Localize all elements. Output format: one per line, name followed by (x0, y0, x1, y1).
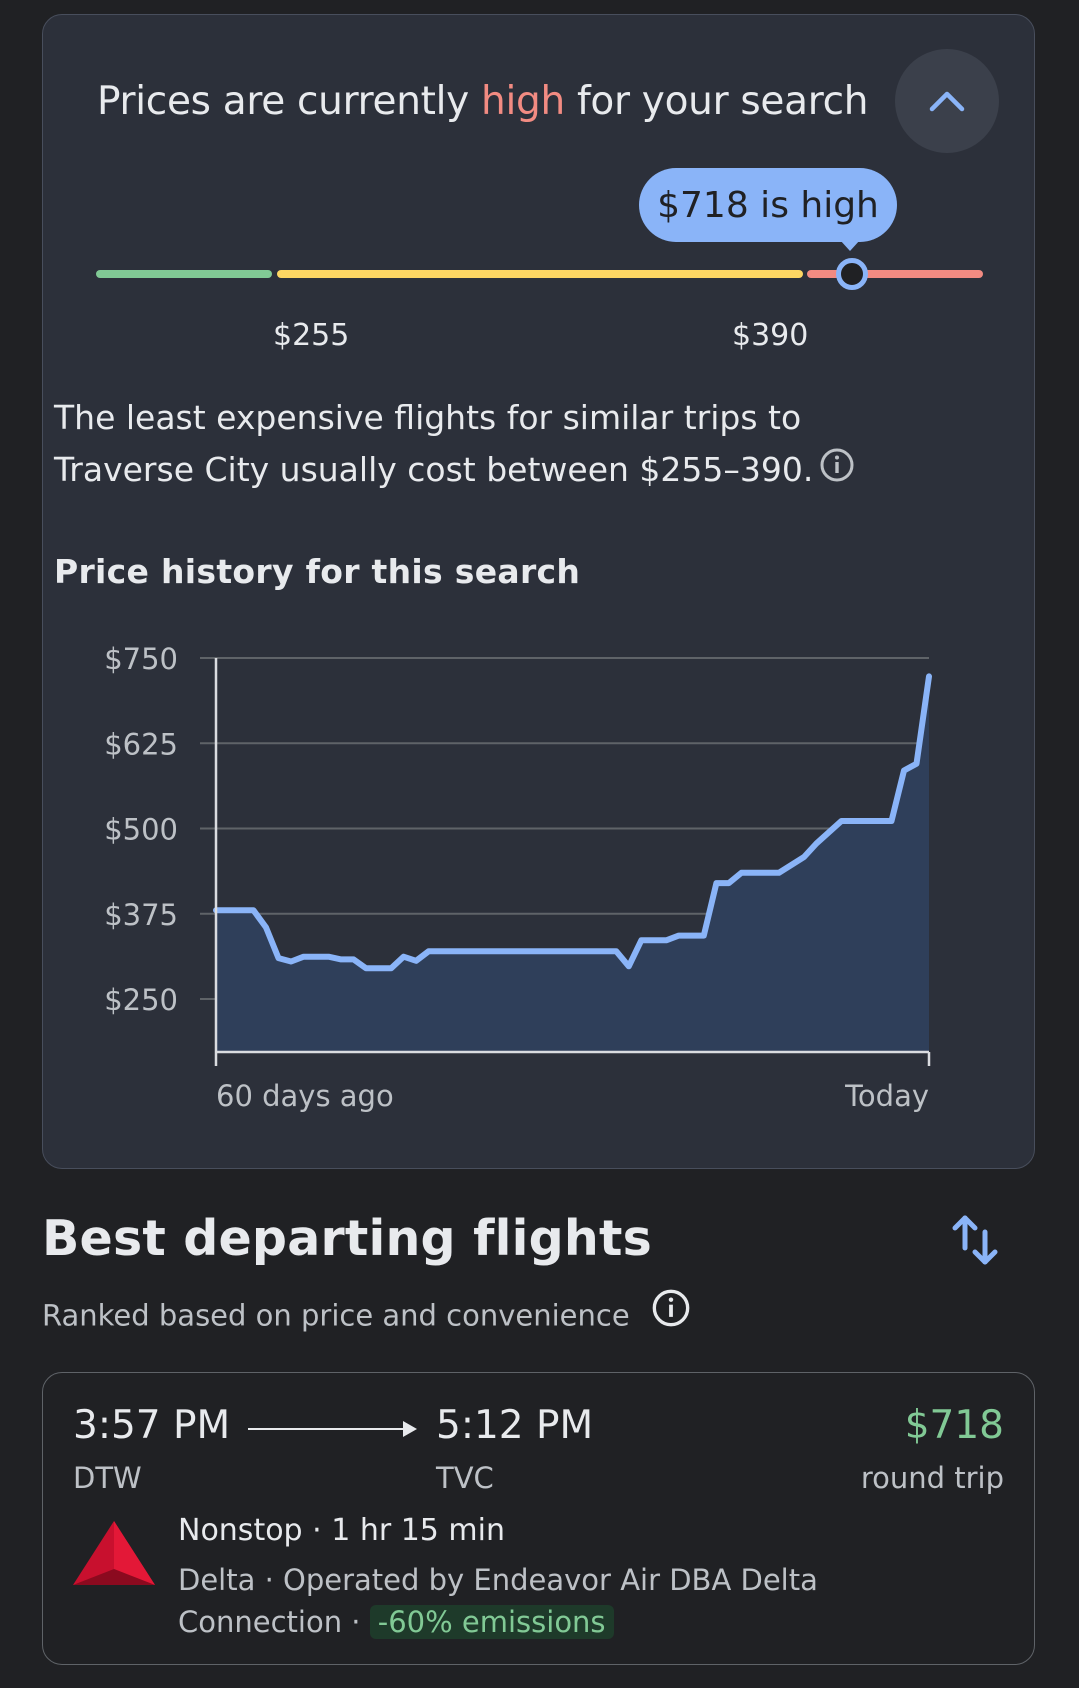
tooltip-tail (840, 240, 860, 251)
arrow-right-icon (403, 1421, 417, 1437)
swap-vert-icon (952, 1215, 998, 1265)
arrive-time: 5:12 PM (436, 1403, 594, 1448)
ranking-info-icon[interactable] (651, 1288, 691, 1335)
depart-airport: DTW (73, 1461, 142, 1495)
range-high-label: $390 (732, 318, 809, 353)
range-low-label: $255 (273, 318, 350, 353)
price-note: round trip (860, 1461, 1004, 1495)
y-tick-label: $375 (104, 898, 178, 932)
price-bar-high (807, 270, 983, 278)
chevron-up-icon (929, 91, 965, 112)
flight-price: $718 (904, 1403, 1004, 1448)
price-bar-typical (277, 270, 803, 278)
section-subtitle: Ranked based on price and convenience (42, 1289, 691, 1341)
x-axis-end-label: Today (844, 1079, 929, 1113)
x-axis-start-label: 60 days ago (216, 1079, 394, 1113)
section-title: Best departing flights (42, 1210, 652, 1267)
subtitle-text: Ranked based on price and convenience (42, 1298, 630, 1333)
depart-time: 3:57 PM (73, 1403, 231, 1448)
sort-button[interactable] (945, 1210, 1005, 1270)
headline-level: high (481, 79, 565, 124)
arrive-airport: TVC (436, 1461, 494, 1495)
flight-result-card[interactable]: 3:57 PM 5:12 PM DTW TVC $718 round trip … (42, 1372, 1035, 1665)
route-arrow-line (248, 1428, 408, 1430)
price-bar-low (96, 270, 272, 278)
price-history-chart: $750 $625 $500 $375 $250 60 days ago Today (104, 642, 932, 1113)
airline-operator: Delta · Operated by Endeavor Air DBA Del… (178, 1563, 818, 1639)
y-tick-label: $500 (104, 813, 178, 847)
delta-logo-icon (73, 1521, 155, 1585)
info-icon[interactable] (819, 446, 855, 498)
airline-info: Delta · Operated by Endeavor Air DBA Del… (178, 1559, 858, 1643)
flight-stops-duration: Nonstop · 1 hr 15 min (178, 1513, 505, 1548)
y-tick-label: $625 (104, 727, 178, 761)
collapse-button[interactable] (895, 49, 999, 153)
price-history-title: Price history for this search (54, 552, 581, 591)
current-price-marker (836, 258, 868, 290)
price-range-description: The least expensive flights for similar … (54, 392, 884, 498)
price-area (216, 676, 929, 1052)
description-text: The least expensive flights for similar … (54, 398, 814, 489)
emissions-badge: -60% emissions (369, 1605, 614, 1639)
headline-prefix: Prices are currently (97, 79, 469, 124)
price-line (213, 673, 932, 972)
y-tick-label: $250 (104, 983, 178, 1017)
price-level-headline: Prices are currently high for your searc… (97, 79, 868, 124)
headline-suffix: for your search (576, 79, 869, 124)
y-tick-label: $750 (104, 642, 178, 676)
current-price-tooltip: $718 is high (639, 168, 897, 242)
